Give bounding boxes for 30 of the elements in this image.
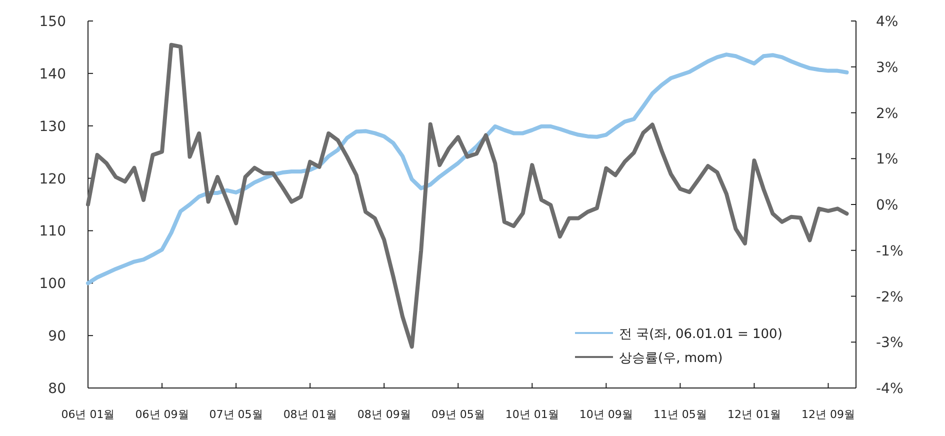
y2-tick-label: -1% (876, 243, 904, 260)
x-tick-label: 08년 01월 (283, 408, 337, 421)
legend-label: 전 국(좌, 06.01.01 = 100) (619, 327, 782, 342)
y-tick-label: 90 (48, 328, 66, 345)
y2-tick-label: 1% (876, 152, 898, 168)
x-tick-label: 06년 01월 (61, 408, 115, 421)
y2-tick-label: -2% (876, 289, 904, 306)
y2-tick-label: 0% (876, 198, 898, 214)
y-tick-label: 110 (39, 224, 66, 240)
x-tick-label: 10년 09월 (579, 408, 633, 421)
x-tick-label: 08년 09월 (357, 408, 411, 421)
y-tick-label: 100 (39, 276, 66, 292)
y2-tick-label: -4% (876, 381, 904, 397)
y2-tick-label: 4% (876, 14, 898, 30)
y-tick-label: 140 (39, 66, 66, 82)
x-tick-label: 09년 05월 (431, 408, 485, 421)
y2-tick-label: 3% (876, 60, 898, 76)
x-tick-label: 11년 05월 (653, 408, 707, 421)
x-tick-label: 07년 05월 (209, 408, 263, 421)
legend-label: 상승률(우, mom) (619, 351, 723, 366)
y-tick-label: 150 (39, 14, 66, 30)
x-tick-label: 10년 01월 (505, 408, 559, 421)
y2-tick-label: 2% (876, 106, 898, 122)
x-tick-label: 12년 09월 (801, 408, 855, 421)
y-tick-label: 80 (48, 381, 66, 397)
y-tick-label: 130 (39, 118, 66, 135)
y2-tick-label: -3% (876, 335, 904, 352)
x-tick-label: 12년 01월 (727, 408, 781, 421)
y-tick-label: 120 (39, 171, 66, 188)
x-tick-label: 06년 09월 (135, 408, 189, 421)
